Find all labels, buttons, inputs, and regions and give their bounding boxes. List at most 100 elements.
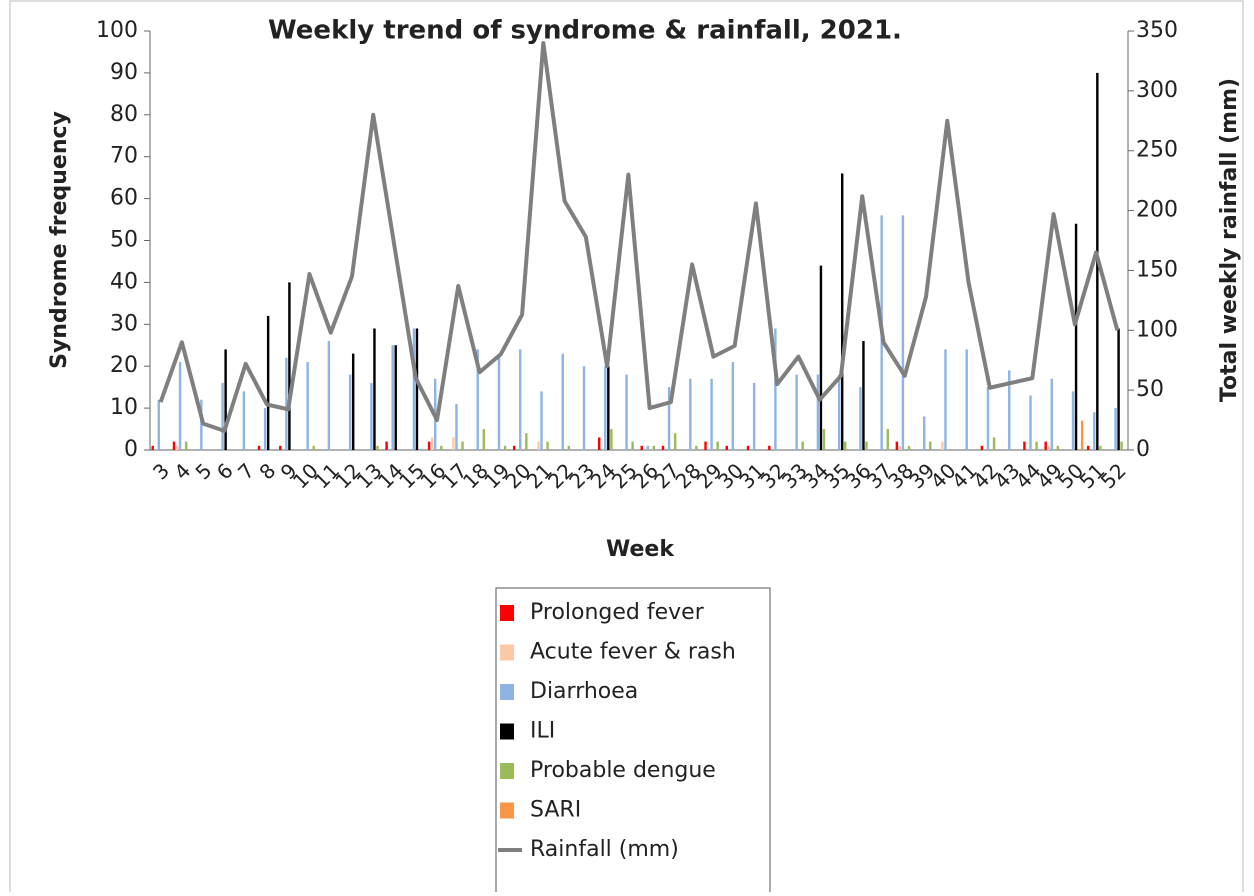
- bar: [731, 362, 735, 450]
- bar: [1099, 445, 1102, 450]
- bar: [184, 441, 188, 450]
- x-tick-label: 8: [254, 458, 280, 484]
- bar: [840, 173, 844, 450]
- bar: [288, 282, 291, 450]
- bar: [1035, 441, 1038, 450]
- bar: [816, 374, 820, 450]
- bar: [370, 382, 373, 450]
- x-tick-label: 7: [233, 458, 259, 484]
- bar: [1056, 445, 1060, 450]
- bar: [461, 441, 464, 450]
- bar: [172, 441, 176, 450]
- bar: [351, 353, 355, 450]
- bar: [525, 433, 528, 450]
- bar: [224, 349, 227, 450]
- y2-tick-label: 100: [1136, 317, 1178, 342]
- legend-swatch: [500, 723, 514, 740]
- bar: [673, 433, 677, 450]
- bar: [221, 382, 224, 450]
- legend-swatch: [500, 802, 514, 819]
- bar: [819, 265, 823, 450]
- bar: [175, 445, 179, 450]
- y-tick-label: 40: [110, 269, 138, 294]
- legend-label: Rainfall (mm): [530, 837, 679, 862]
- x-tick-label: 4: [169, 458, 195, 484]
- bar: [865, 441, 868, 450]
- legend-swatch: [500, 684, 514, 700]
- bar: [774, 328, 777, 450]
- bar: [452, 437, 455, 450]
- bar: [1071, 391, 1075, 450]
- bar: [922, 416, 926, 450]
- bar: [455, 403, 458, 450]
- y-tick-label: 80: [110, 102, 138, 127]
- bar: [482, 429, 486, 450]
- bar: [661, 445, 665, 450]
- bar: [348, 374, 352, 450]
- bar: [1008, 370, 1011, 450]
- y-tick-label: 100: [96, 18, 138, 43]
- bar: [561, 353, 564, 450]
- bar: [862, 341, 865, 450]
- bar: [1044, 441, 1047, 450]
- bar: [604, 366, 607, 450]
- y2-tick-label: 0: [1136, 437, 1150, 462]
- bar: [1074, 223, 1078, 450]
- bar: [385, 441, 388, 450]
- bar: [427, 441, 431, 450]
- bar: [430, 437, 434, 450]
- y-tick-label: 0: [124, 437, 138, 462]
- bar: [667, 387, 671, 450]
- bar: [822, 429, 826, 450]
- bar: [986, 387, 990, 450]
- chart-title: Weekly trend of syndrome & rainfall, 202…: [268, 16, 902, 46]
- y2-tick-label: 200: [1136, 198, 1178, 223]
- bar: [415, 328, 419, 450]
- bar: [476, 349, 479, 450]
- y-tick-label: 50: [110, 228, 138, 253]
- bar: [327, 341, 331, 450]
- bar: [941, 441, 944, 450]
- bar: [597, 437, 601, 450]
- bar: [980, 445, 984, 450]
- bar: [746, 445, 750, 450]
- y-tick-label: 70: [110, 144, 138, 169]
- bar: [1086, 445, 1090, 450]
- y2-axis-title: Total weekly rainfall (mm): [1217, 78, 1242, 402]
- bar: [844, 441, 847, 450]
- y-tick-label: 10: [110, 395, 138, 420]
- bar: [312, 445, 315, 450]
- legend: [495, 587, 771, 896]
- bar: [373, 328, 376, 450]
- line: [158, 40, 1120, 433]
- bar: [716, 441, 719, 450]
- bar: [1117, 328, 1120, 450]
- bar: [710, 378, 713, 450]
- legend-label: Acute fever & rash: [530, 640, 736, 665]
- bar: [837, 374, 841, 450]
- bar: [151, 445, 154, 450]
- bar: [1080, 420, 1084, 450]
- bar: [1023, 441, 1026, 450]
- x-axis-title: Week: [606, 537, 675, 562]
- bar: [440, 445, 443, 450]
- y-axis-title: Syndrome frequency: [47, 111, 72, 369]
- bar: [546, 441, 549, 450]
- bar: [895, 441, 899, 450]
- bar: [306, 362, 309, 450]
- bar: [512, 445, 516, 450]
- bar: [1120, 441, 1123, 450]
- bar: [497, 353, 501, 450]
- bar: [901, 215, 905, 450]
- bar: [391, 345, 394, 450]
- bar: [285, 357, 288, 450]
- bar: [640, 445, 643, 450]
- legend-swatch: [500, 605, 514, 621]
- bar: [412, 328, 416, 450]
- bar: [1029, 395, 1032, 450]
- bar: [907, 445, 911, 450]
- bar: [689, 378, 692, 450]
- bar: [752, 382, 756, 450]
- y-tick-label: 90: [110, 60, 138, 85]
